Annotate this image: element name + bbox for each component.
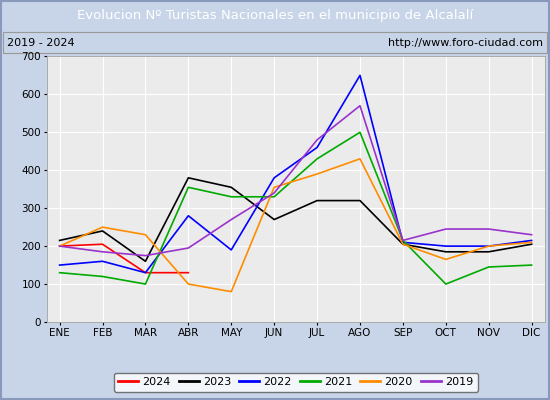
Text: http://www.foro-ciudad.com: http://www.foro-ciudad.com (388, 38, 543, 48)
Text: 2019 - 2024: 2019 - 2024 (7, 38, 74, 48)
Legend: 2024, 2023, 2022, 2021, 2020, 2019: 2024, 2023, 2022, 2021, 2020, 2019 (113, 373, 478, 392)
Text: Evolucion Nº Turistas Nacionales en el municipio de Alcalalí: Evolucion Nº Turistas Nacionales en el m… (77, 9, 473, 22)
